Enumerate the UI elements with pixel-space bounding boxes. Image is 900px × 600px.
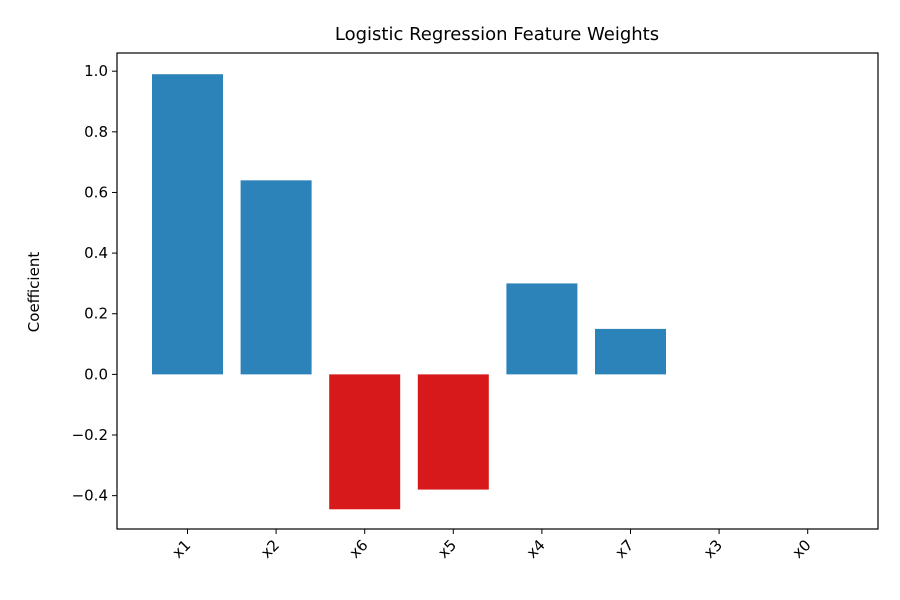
y-axis-label: Coefficient xyxy=(25,252,43,333)
y-tick-label: 0.4 xyxy=(84,244,108,262)
bar-x4 xyxy=(506,283,578,375)
y-tick-label: 0.8 xyxy=(84,123,108,141)
y-ticks-group: −0.4 −0.2 0.0 0.2 0.4 0.6 0.8 1.0 xyxy=(72,62,117,505)
bar-x2 xyxy=(240,180,312,375)
plot-frame xyxy=(116,52,879,530)
bar-x6 xyxy=(329,374,401,510)
y-tick-label: 0.0 xyxy=(84,365,108,383)
y-tick-label: 1.0 xyxy=(84,62,108,80)
bar-x7 xyxy=(595,328,666,375)
y-tick-label: −0.2 xyxy=(72,426,108,444)
bars-group xyxy=(152,74,666,510)
bar-x5 xyxy=(417,374,489,490)
y-tick-label: 0.2 xyxy=(84,305,108,323)
y-tick-label: 0.6 xyxy=(84,183,108,201)
bar-x1 xyxy=(152,74,223,375)
y-tick-label: −0.4 xyxy=(72,487,108,505)
chart-title: Logistic Regression Feature Weights xyxy=(335,24,659,45)
